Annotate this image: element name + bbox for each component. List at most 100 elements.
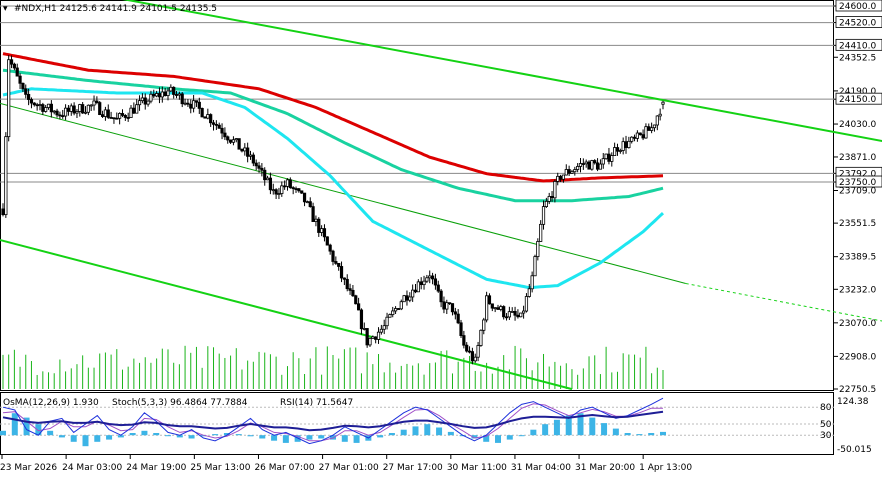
candle-body — [118, 113, 122, 119]
candle-body — [453, 311, 457, 315]
candle-body — [15, 67, 19, 77]
candle-body — [69, 105, 73, 112]
candle-body — [243, 147, 247, 152]
candle-body — [490, 303, 494, 309]
candle-body — [581, 163, 585, 165]
candle-body — [339, 266, 344, 279]
candle-body — [308, 201, 312, 208]
osma-bar — [47, 430, 54, 436]
candle-body — [288, 179, 292, 189]
candle-body — [465, 344, 469, 352]
candle-body — [331, 250, 335, 262]
price-tick-label: 23871.0 — [839, 153, 876, 163]
candle-body — [41, 104, 45, 112]
candle-body — [604, 153, 608, 160]
candle-body — [362, 328, 366, 330]
channel-upper-line[interactable] — [0, 0, 882, 147]
candle-body — [496, 307, 500, 310]
candle-body — [66, 107, 71, 112]
candle-body — [214, 123, 218, 126]
candle-body — [98, 102, 102, 115]
candle-body — [442, 301, 446, 310]
channel-mid-extension[interactable] — [685, 283, 882, 326]
candle-body — [203, 116, 207, 119]
osma-bar — [424, 424, 431, 436]
candle-body — [109, 117, 113, 119]
osma-bar — [447, 431, 454, 436]
time-tick-label: 25 Mar 13:00 — [190, 463, 250, 473]
candle-body — [112, 117, 116, 120]
candle-body — [186, 102, 190, 105]
channel-mid-line[interactable] — [0, 93, 686, 284]
candle-body — [399, 301, 403, 310]
price-axis[interactable]: 24600.0 24520.0 24410.0 24352.5 24190.024150… — [834, 0, 882, 395]
osma-bar — [530, 429, 537, 436]
candle-body — [192, 100, 196, 109]
osma-bar — [341, 435, 348, 442]
time-tick-label: 31 Mar 04:00 — [511, 463, 571, 473]
candle-body — [516, 314, 520, 318]
price-tick-label: 23792.0 — [839, 169, 876, 179]
candle-body — [300, 190, 304, 194]
candle-body — [439, 290, 443, 303]
candle-body — [183, 102, 187, 105]
candle-body — [297, 188, 301, 192]
osma-bar — [518, 435, 525, 437]
osma-bar — [388, 433, 395, 436]
candle-body — [510, 311, 514, 313]
rsi-label: RSI(14) 71.5647 — [280, 398, 353, 408]
candle-body — [172, 86, 176, 95]
rsi-line — [2, 410, 664, 432]
regression-channel[interactable] — [0, 0, 882, 391]
candle-body — [265, 177, 270, 181]
osma-bar — [11, 413, 18, 436]
channel-lower-line[interactable] — [0, 230, 573, 391]
candle-body — [100, 114, 105, 117]
stoch-main-line — [2, 397, 664, 445]
candle-body — [644, 126, 648, 139]
time-tick-label: 24 Mar 19:00 — [126, 463, 186, 473]
candle-body — [402, 295, 406, 303]
candle-body — [143, 97, 147, 105]
collapse-arrow-icon[interactable]: ▾ — [3, 4, 8, 14]
candle-body — [166, 90, 170, 97]
candle-body — [507, 311, 511, 318]
candle-body — [271, 189, 275, 192]
candle-body — [467, 350, 472, 353]
osma-bar — [106, 435, 113, 440]
candle-body — [63, 107, 68, 117]
candle-body — [553, 181, 557, 199]
candle-body — [613, 147, 617, 156]
candle-body — [163, 91, 167, 97]
candle-body — [231, 139, 236, 143]
candle-body — [658, 113, 662, 117]
candle-body — [396, 308, 401, 310]
candle-body — [291, 187, 295, 190]
osma-bar — [483, 435, 490, 442]
osma-bar — [624, 433, 631, 436]
osma-bar — [58, 435, 65, 438]
candle-body — [561, 174, 566, 180]
candle-body — [595, 162, 600, 170]
candle-body — [32, 102, 36, 106]
candle-body — [317, 218, 321, 233]
stoch-label: Stoch(5,3,3) 96.4864 77.7884 — [112, 398, 248, 408]
stoch-signal-line — [2, 403, 663, 442]
candle-body — [391, 310, 395, 315]
price-tick-label: 24410.0 — [839, 41, 876, 51]
candle-body — [578, 163, 583, 167]
price-tick-label: 23389.5 — [839, 253, 876, 263]
time-axis[interactable]: 23 Mar 2026 24 Mar 03:00 24 Mar 19:00 25 Ma… — [0, 455, 692, 473]
candle-body — [200, 107, 204, 118]
candle-body — [652, 124, 657, 129]
osma-label: OsMA(12,26,9) 1.930 — [3, 398, 99, 408]
price-level-tag — [835, 0, 882, 12]
price-tick-label: 23232.0 — [839, 285, 876, 295]
candle-body — [103, 109, 108, 117]
level-lines — [0, 5, 834, 183]
candle-body — [576, 166, 580, 170]
candle-body — [12, 63, 16, 69]
candle-body — [485, 295, 489, 321]
